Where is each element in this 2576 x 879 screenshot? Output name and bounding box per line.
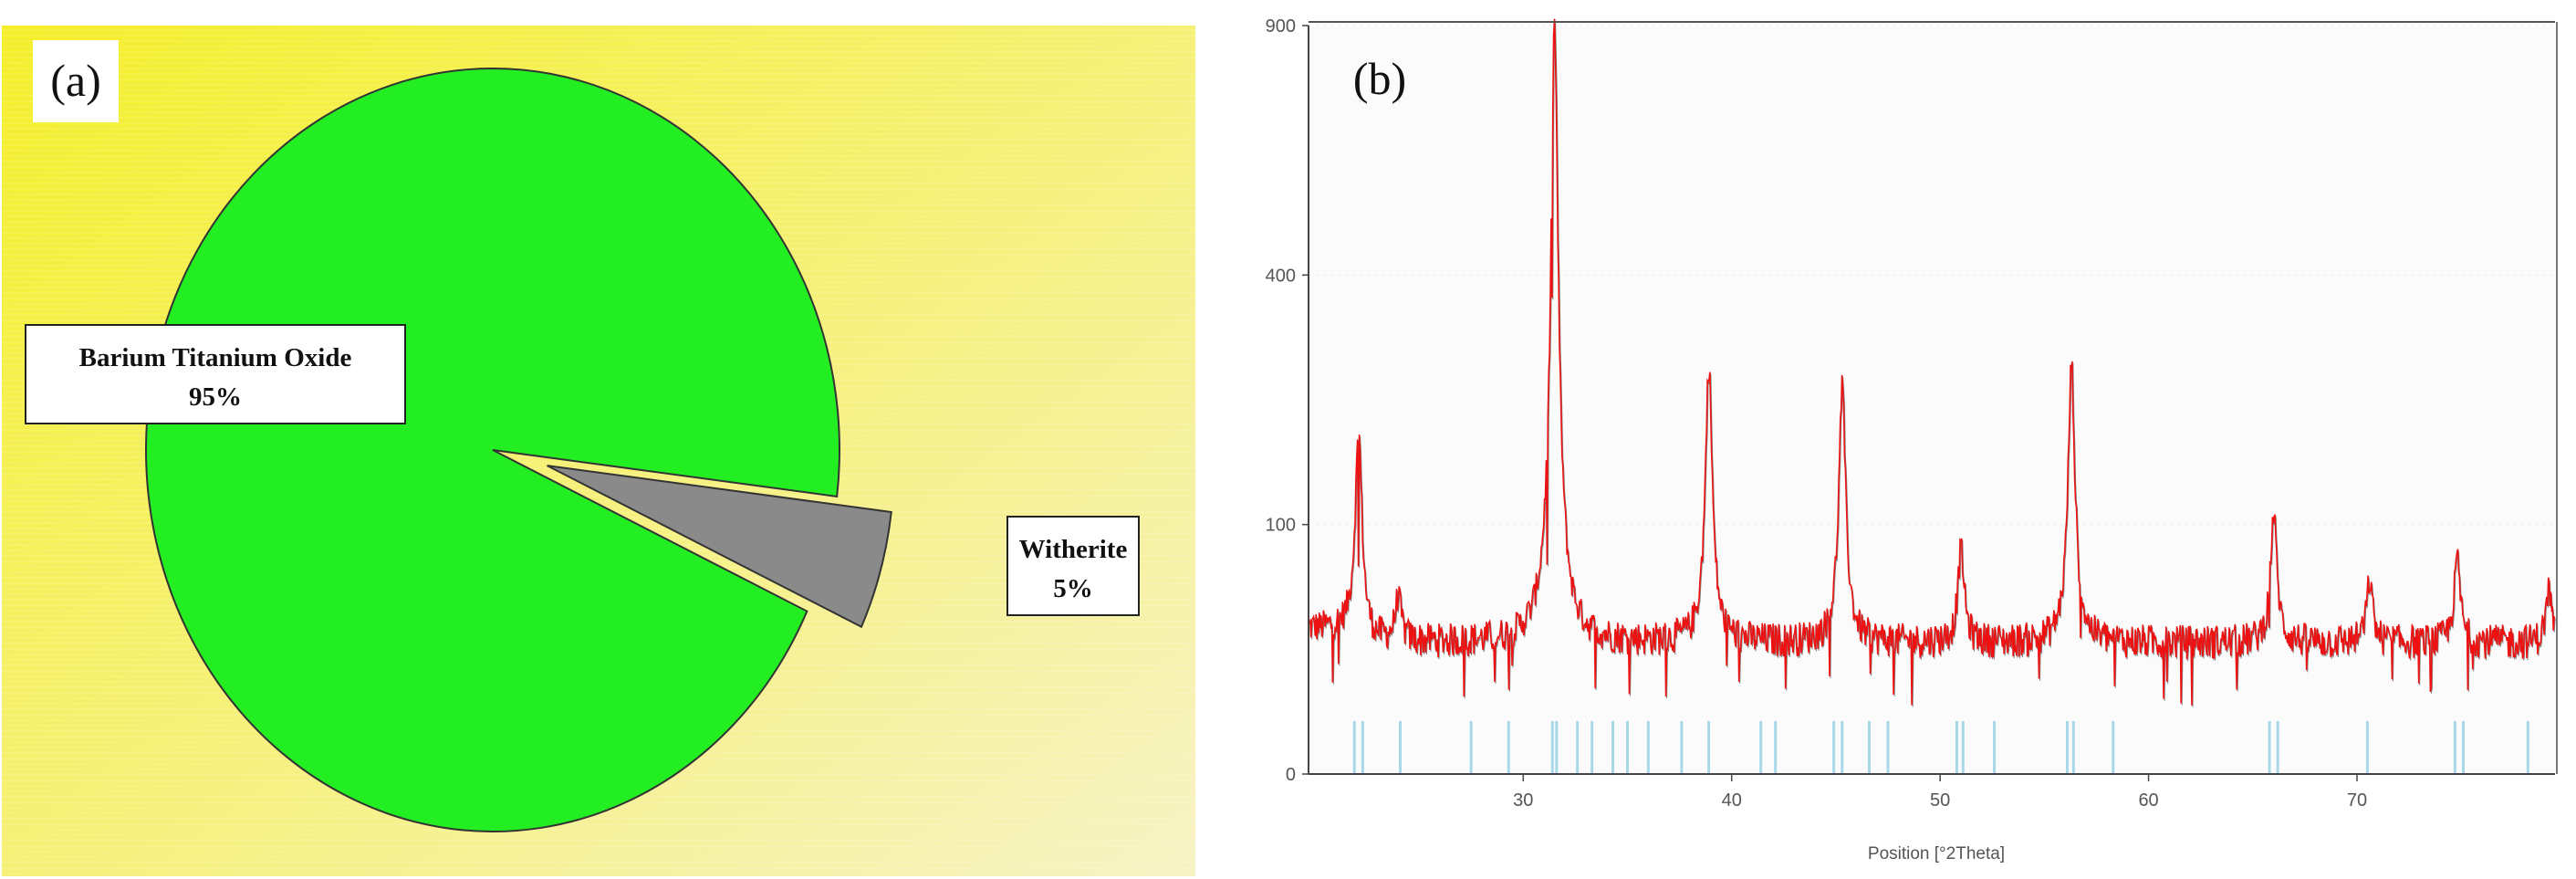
panel-a-label-box xyxy=(33,40,119,122)
pie-chart: Barium Titanium Oxide 95% Witherite 5% (a) xyxy=(2,26,1195,876)
y-tick-label: 400 xyxy=(1266,266,1296,286)
x-tick-label: 70 xyxy=(2347,790,2367,811)
x-tick-label: 60 xyxy=(2138,790,2158,811)
pie-label-box-barium-titanium-oxide xyxy=(25,324,406,424)
y-tick-label: 0 xyxy=(1286,765,1296,785)
pie-label-name-barium-titanium-oxide: Barium Titanium Oxide xyxy=(79,343,352,372)
pie-chart-panel: Barium Titanium Oxide 95% Witherite 5% (a) xyxy=(0,0,1214,879)
diffraction-profile-line xyxy=(1308,18,2556,706)
pie-label-box-witherite xyxy=(1006,516,1140,616)
pie-label-value-barium-titanium-oxide: 95% xyxy=(189,382,242,412)
x-tick-label: 30 xyxy=(1513,790,1533,811)
panel-b-label: (b) xyxy=(1353,53,1406,104)
pie-label-value-witherite: 5% xyxy=(1053,574,1093,603)
xrd-chart-panel: 30 40 50 60 70 0 100 400 900 Position [°2Theta]… xyxy=(1223,0,2576,879)
x-tick-label: 50 xyxy=(1930,790,1950,811)
y-tick-label: 900 xyxy=(1266,16,1296,37)
x-axis-title: Position [°2Theta] xyxy=(1868,844,2005,863)
pie-label-name-witherite: Witherite xyxy=(1019,535,1128,564)
y-tick-label: 100 xyxy=(1266,516,1296,536)
panel-a-label: (a) xyxy=(50,55,101,106)
pie-slice-witherite xyxy=(547,465,892,629)
pie-slice-barium-titanium-oxide xyxy=(145,68,841,832)
x-tick-label: 40 xyxy=(1722,790,1742,811)
xrd-pattern-chart: 30 40 50 60 70 0 100 400 900 Position [°2Theta]… xyxy=(1266,16,2558,863)
